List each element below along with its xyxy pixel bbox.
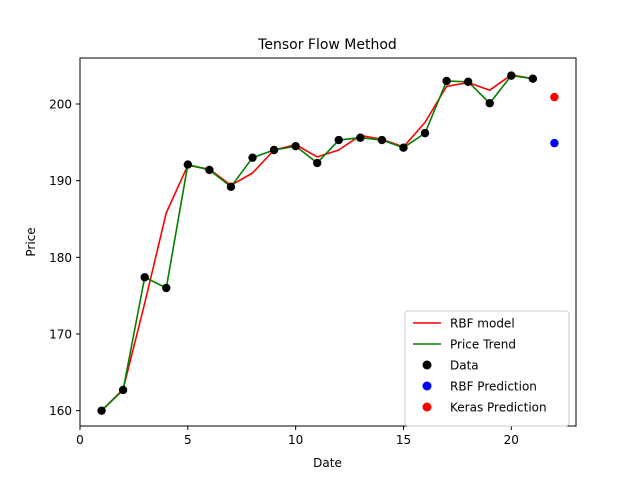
legend-label-1: Price Trend (450, 338, 516, 352)
y-axis-label: Price (24, 227, 38, 256)
series-2-point (528, 74, 538, 83)
series-2-point (162, 283, 171, 293)
x-tick-label: 20 (504, 433, 519, 447)
legend: RBF model Price Trend Data RBF Prediction Ke… (404, 310, 570, 427)
x-tick-label: 5 (184, 433, 192, 447)
y-tick-label: 190 (49, 174, 72, 188)
series-2-point (140, 273, 149, 282)
series-2-point (442, 76, 451, 86)
legend-swatch-3 (422, 381, 432, 391)
y-tick-label: 180 (49, 251, 72, 265)
chart-title: Tensor Flow Method (257, 37, 397, 53)
series-2-point (507, 71, 516, 80)
legend-box (404, 310, 570, 427)
legend-label-0: RBF model (450, 317, 515, 331)
legend-swatch-4 (422, 402, 432, 412)
axes-frame (79, 57, 577, 427)
series-2-point (377, 135, 387, 145)
series-2-point (226, 182, 236, 191)
series-2-point (248, 153, 257, 162)
series-2-point (269, 145, 279, 155)
x-axis-label: Date (313, 456, 342, 470)
series-2-point (205, 165, 214, 175)
series-line-0 (101, 74, 534, 412)
series-2-point (356, 133, 365, 142)
x-tick-label: 15 (396, 433, 411, 447)
series-2-point (420, 128, 430, 138)
legend-label-3: RBF Prediction (450, 380, 537, 394)
x-tick-label: 10 (288, 433, 303, 447)
series-2-point (97, 406, 106, 415)
legend-swatch-2 (422, 360, 432, 370)
series-2-point (313, 158, 322, 168)
axis-ticks: 0 5 10 15 20 160 170 180 190 200 (49, 98, 519, 448)
plot-area (97, 71, 559, 415)
series-2-point (291, 141, 300, 151)
legend-label-4: Keras Prediction (450, 401, 547, 415)
series-3-point (550, 138, 559, 148)
series-2-point (183, 160, 193, 169)
y-tick-label: 160 (49, 404, 72, 418)
y-tick-label: 170 (49, 328, 72, 342)
series-2-point (463, 77, 473, 86)
series-2-point (399, 143, 408, 152)
y-tick-label: 200 (49, 98, 72, 112)
x-tick-label: 0 (76, 433, 84, 447)
series-2-point (118, 385, 128, 395)
series-2-point (485, 99, 494, 108)
series-4-point (550, 92, 559, 102)
series-2-point (334, 135, 343, 145)
legend-label-2: Data (450, 359, 479, 373)
